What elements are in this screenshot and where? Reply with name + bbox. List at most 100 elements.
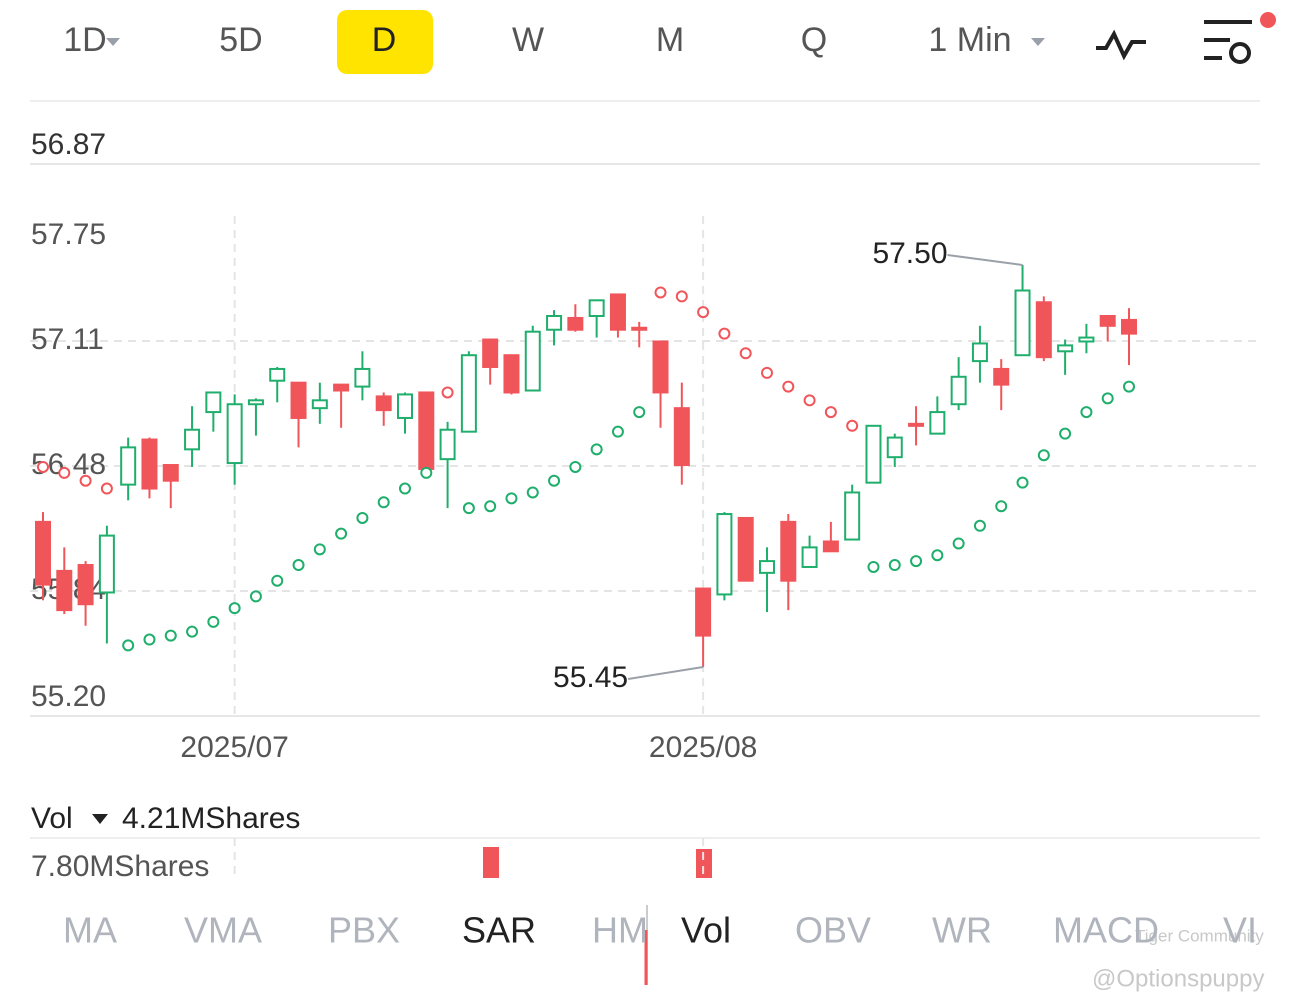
sar-dot (441, 386, 454, 399)
sar-dot (420, 466, 433, 479)
candle-body (397, 393, 413, 419)
sar-dot (79, 474, 92, 487)
annotation: 55.45 (553, 661, 628, 694)
candle-body (77, 564, 94, 606)
sar-dot (58, 466, 71, 479)
sar-dot (484, 500, 497, 513)
sar-dot (548, 474, 561, 487)
candle-body (631, 326, 648, 331)
candle-body (503, 354, 520, 394)
settings-icon[interactable] (1204, 20, 1252, 64)
sar-dot (356, 511, 369, 524)
sar-dot (761, 366, 773, 379)
period-tab[interactable]: M (656, 21, 684, 59)
candle-body (1078, 336, 1095, 343)
sar-dot (569, 460, 582, 473)
sar-dot (526, 486, 539, 499)
candle-body (673, 407, 690, 467)
sar-dot (228, 602, 241, 615)
candle-body (311, 399, 328, 410)
sar-dot (739, 347, 752, 360)
candle-body (1099, 315, 1116, 327)
candle-body (652, 340, 669, 394)
candle-body (865, 424, 882, 484)
sar-dot (186, 625, 199, 638)
candle-body (1035, 301, 1052, 359)
sar-dot (292, 559, 305, 572)
indicator-tab[interactable]: PBX (328, 910, 400, 951)
indicator-tab[interactable]: HM (592, 910, 648, 951)
indicator-tab[interactable]: VI (1223, 910, 1257, 951)
x-tick-label: 2025/08 (649, 731, 757, 764)
sar-dot (718, 327, 731, 340)
period-tab[interactable]: 5D (219, 21, 262, 59)
candle-body (588, 299, 605, 317)
candle-body (1014, 289, 1031, 357)
candle-body (971, 342, 988, 363)
indicator-tab[interactable]: Vol (681, 910, 731, 951)
indicator-tab[interactable]: OBV (795, 910, 871, 951)
candle-body (290, 381, 307, 419)
sar-dot (824, 406, 837, 419)
dropdown-arrow (92, 814, 108, 824)
candle-body (141, 438, 158, 490)
period-tab[interactable]: W (512, 21, 544, 59)
candle-body (333, 383, 350, 392)
candle-body (716, 513, 733, 596)
candle-body (524, 330, 541, 392)
y-tick-label: 57.11 (31, 323, 104, 356)
indicator-tab[interactable]: SAR (462, 910, 536, 951)
sar-dot (505, 492, 518, 505)
indicator-tab[interactable]: MACD (1053, 910, 1159, 951)
period-tab[interactable]: Q (801, 21, 827, 59)
indicator-tab[interactable]: MA (63, 910, 117, 951)
notification-dot (1260, 12, 1276, 28)
sar-dot (313, 543, 326, 556)
candle-body (247, 399, 264, 406)
sar-dot (952, 537, 965, 550)
y-tick-label: 57.75 (31, 218, 106, 251)
indicator-icon[interactable] (1096, 29, 1146, 61)
period-tab[interactable]: 1D (63, 21, 106, 59)
candle-body (1121, 318, 1137, 335)
candle-body (737, 516, 754, 582)
candle-body (162, 464, 179, 482)
volume-max: 7.80MShares (31, 850, 209, 883)
selected-period-bg (337, 10, 433, 74)
sar-dot (803, 394, 816, 407)
sar-dot (335, 527, 348, 540)
indicator-tab[interactable]: WR (932, 910, 992, 951)
sar-dot (1059, 427, 1072, 440)
sar-dot (1123, 380, 1135, 393)
candle-body (98, 534, 115, 594)
candle-body (35, 520, 51, 586)
sar-dot (207, 615, 220, 628)
candle-body (269, 367, 286, 382)
indicator-tab[interactable]: VMA (184, 910, 262, 951)
sar-dot (271, 574, 284, 587)
sar-dot (931, 549, 944, 562)
volume-label: Vol (31, 802, 73, 835)
period-tab[interactable]: 1 Min (928, 21, 1011, 59)
sar-dot (377, 496, 390, 509)
candle-body (695, 587, 712, 637)
sar-dot (888, 559, 901, 572)
sar-dot (867, 560, 880, 573)
candle-body (908, 422, 925, 427)
watermark: Tiger Community (1135, 926, 1264, 945)
sar-dot (37, 460, 49, 473)
price-label: 56.87 (31, 128, 106, 161)
candle-body (226, 403, 243, 465)
sar-dot (1080, 406, 1093, 419)
period-tab[interactable]: D (372, 21, 397, 59)
candle-body (205, 391, 222, 414)
annotation-leader (947, 254, 1023, 267)
sar-dot (1016, 476, 1029, 489)
candle-body (120, 446, 137, 486)
candle-body (56, 569, 73, 612)
candle-body (929, 411, 946, 435)
candle-body (993, 367, 1010, 386)
candle-body (886, 436, 903, 459)
candle-body (482, 338, 499, 368)
